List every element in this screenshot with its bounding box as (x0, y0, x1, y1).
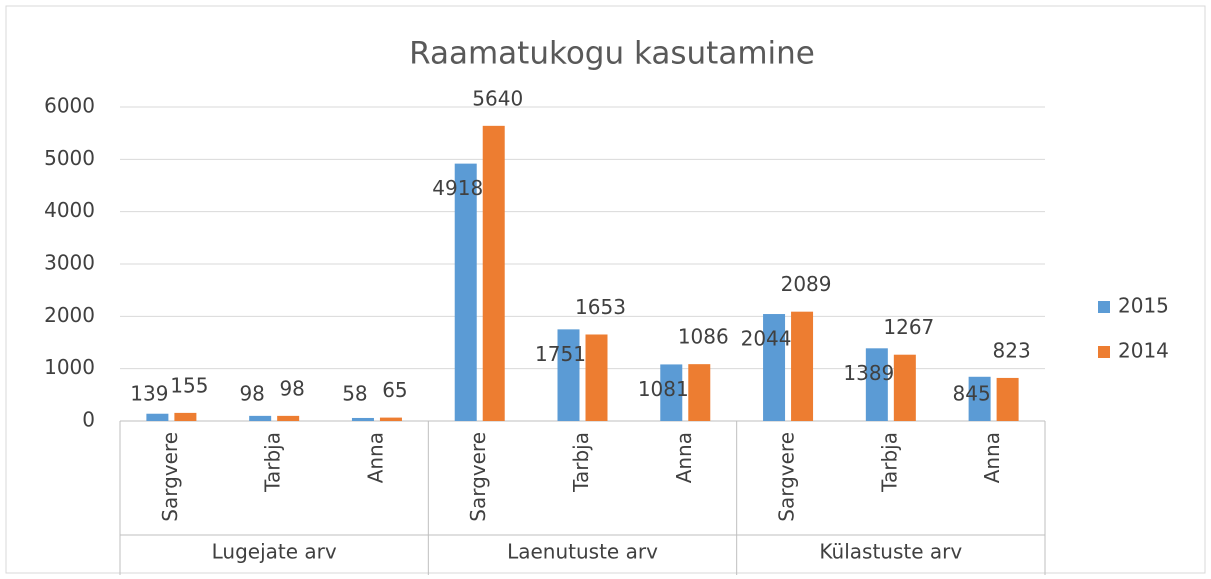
bar (146, 413, 169, 421)
x-tick-label: Anna (363, 432, 387, 483)
bar (277, 415, 300, 421)
data-label: 1081 (638, 377, 689, 401)
bar (351, 417, 374, 421)
chart-title: Raamatukogu kasutamine (409, 36, 815, 72)
bar (454, 163, 477, 421)
data-label: 65 (382, 378, 407, 402)
data-label: 845 (953, 382, 991, 406)
group-label: Lugejate arv (212, 540, 337, 564)
y-tick-label: 3000 (44, 251, 95, 275)
x-tick-label: Tarbja (569, 432, 593, 493)
data-label: 58 (342, 382, 367, 406)
data-label: 1653 (575, 295, 626, 319)
data-label: 4918 (432, 176, 483, 200)
y-tick-label: 2000 (44, 303, 95, 327)
bar (996, 377, 1019, 421)
y-tick-label: 0 (82, 408, 95, 432)
bar (688, 364, 711, 421)
data-label: 98 (239, 382, 264, 406)
data-label: 1267 (883, 315, 934, 339)
bar (482, 125, 505, 421)
x-tick-label: Tarbja (261, 432, 285, 493)
data-label: 823 (993, 338, 1031, 362)
data-label: 98 (279, 376, 304, 400)
bar (379, 417, 402, 421)
data-label: 2044 (741, 327, 792, 351)
bar (557, 329, 580, 421)
bar (585, 334, 608, 421)
bar (174, 412, 197, 421)
y-tick-label: 1000 (44, 355, 95, 379)
legend-swatch (1098, 346, 1110, 358)
x-tick-label: Anna (672, 432, 696, 483)
group-label: Laenutuste arv (507, 540, 658, 564)
bar (660, 364, 683, 421)
data-label: 1389 (843, 361, 894, 385)
x-tick-label: Sargvere (775, 432, 799, 522)
legend-label: 2014 (1118, 339, 1169, 363)
y-tick-label: 5000 (44, 146, 95, 170)
x-tick-label: Sargvere (158, 432, 182, 522)
data-label: 139 (130, 382, 168, 406)
data-label: 1751 (535, 342, 586, 366)
bar (968, 376, 991, 421)
bar (791, 311, 814, 421)
legend-swatch (1098, 301, 1110, 313)
bar (865, 348, 888, 421)
data-label: 155 (170, 373, 208, 397)
x-tick-label: Tarbja (877, 432, 901, 493)
legend-label: 2015 (1118, 294, 1169, 318)
x-tick-label: Sargvere (466, 432, 490, 522)
data-label: 2089 (781, 272, 832, 296)
data-label: 1086 (678, 325, 729, 349)
y-tick-label: 4000 (44, 198, 95, 222)
y-tick-label: 6000 (44, 94, 95, 118)
x-tick-label: Anna (980, 432, 1004, 483)
group-label: Külastuste arv (819, 540, 962, 564)
data-label: 5640 (472, 86, 523, 110)
bar (249, 415, 272, 421)
bar (763, 314, 786, 421)
chart-frame (5, 5, 1206, 574)
bar (893, 354, 916, 421)
